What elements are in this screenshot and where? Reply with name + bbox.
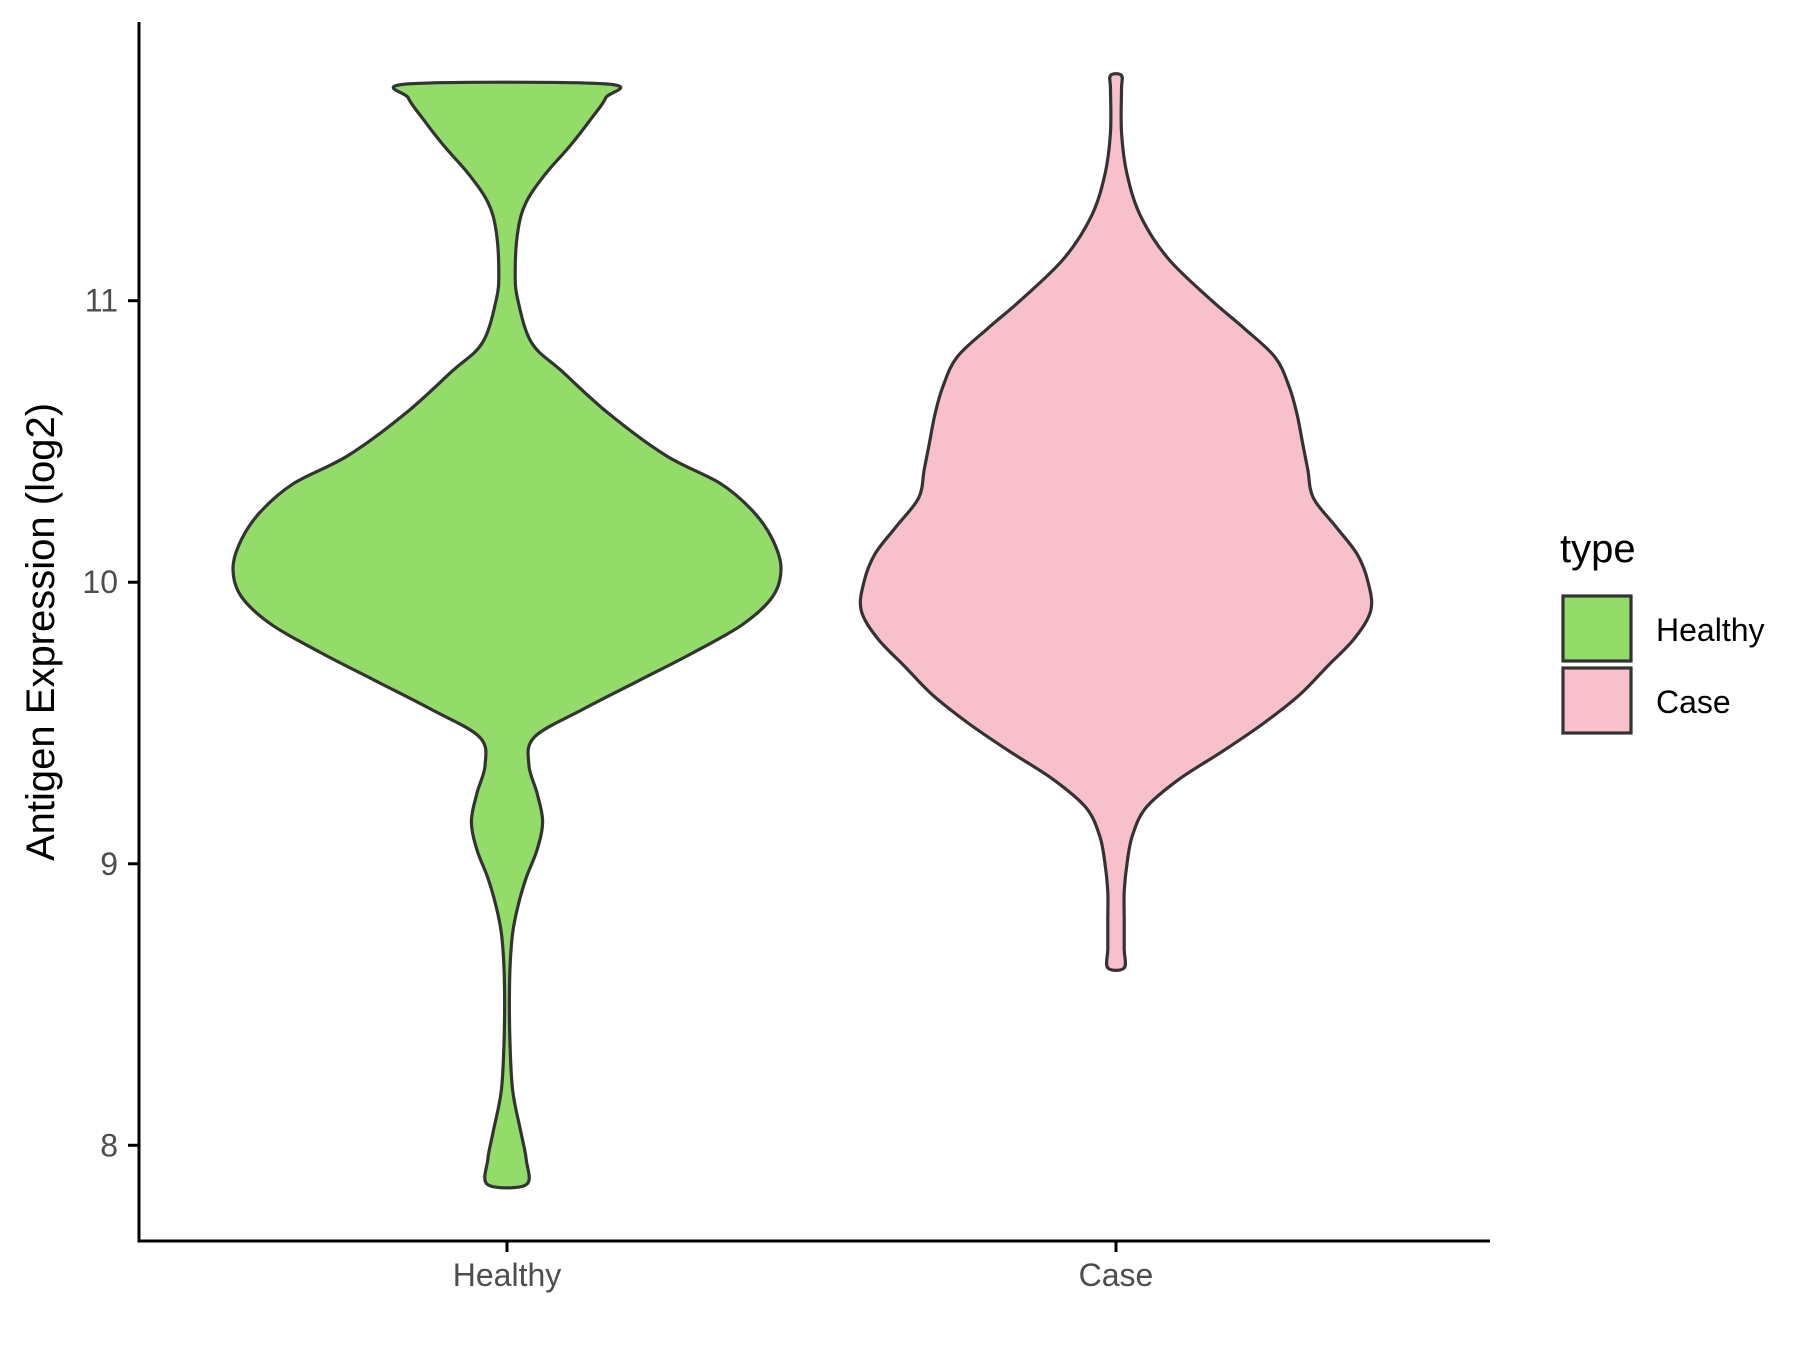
y-tick-label: 9 <box>100 846 118 882</box>
legend: type Healthy Case <box>1560 527 1765 735</box>
x-tick-label-case: Case <box>1079 1257 1154 1293</box>
legend-label-healthy: Healthy <box>1656 612 1765 648</box>
legend-key-case <box>1561 666 1633 735</box>
legend-label-case: Case <box>1656 684 1731 720</box>
legend-key-healthy <box>1561 594 1633 663</box>
violin-case <box>858 72 1374 972</box>
violin-group <box>231 72 1374 1190</box>
y-tick-label: 11 <box>85 283 118 319</box>
legend-title: type <box>1560 527 1636 571</box>
x-tick-label-healthy: Healthy <box>453 1257 562 1293</box>
x-axis: Healthy Case <box>137 1239 1490 1293</box>
y-tick-label: 10 <box>82 564 118 600</box>
y-axis: 8 9 10 11 <box>82 22 141 1241</box>
y-tick-label: 8 <box>100 1127 118 1163</box>
violin-healthy <box>231 80 783 1190</box>
y-axis-title: Antigen Expression (log2) <box>19 403 63 861</box>
